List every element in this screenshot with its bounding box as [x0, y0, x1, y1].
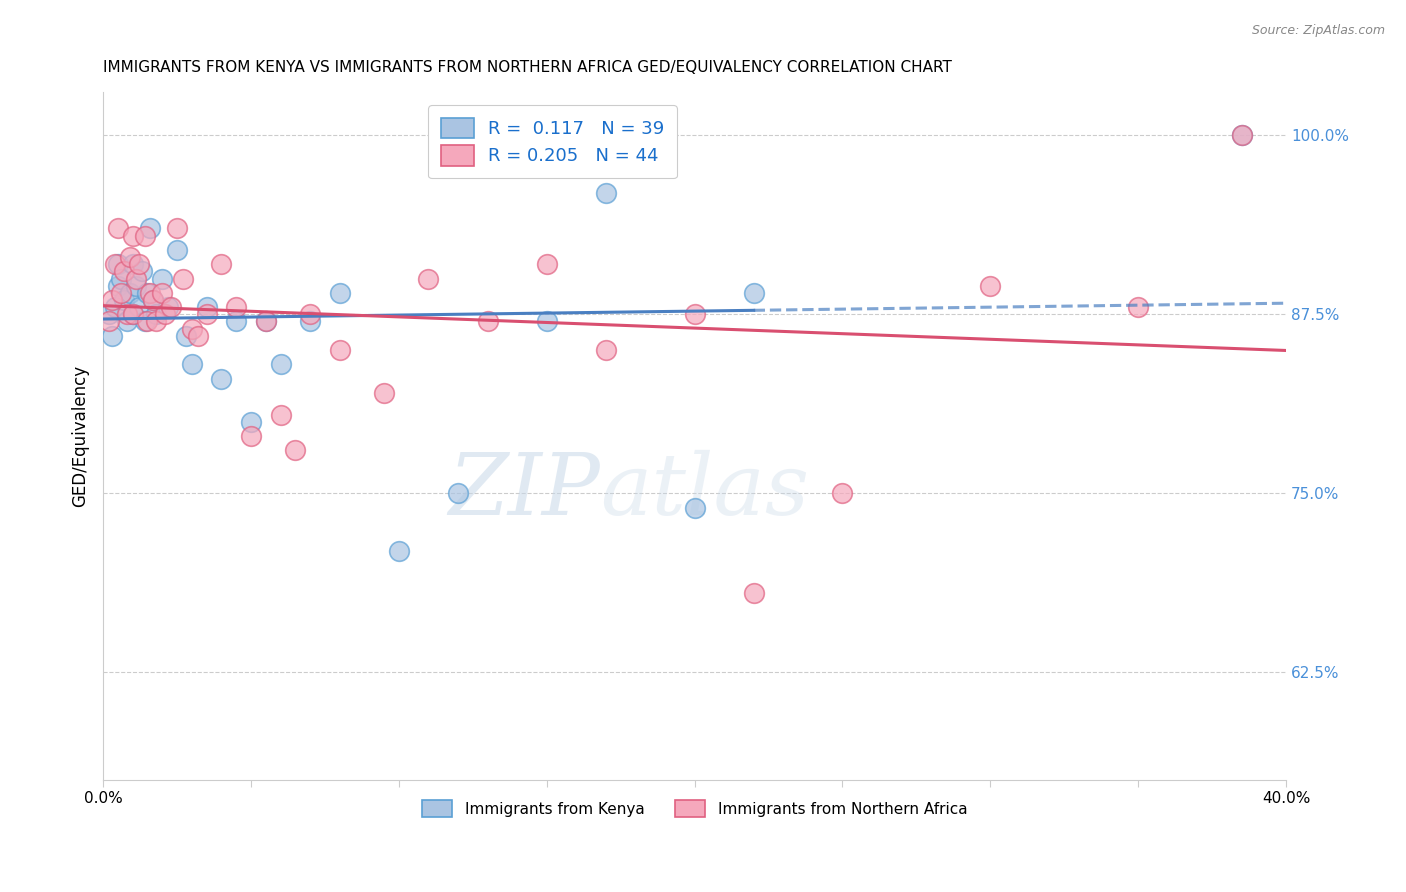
Point: [136, 314, 159, 328]
Point: [110, 271, 132, 285]
Point: [831, 486, 853, 500]
Point: [142, 293, 165, 307]
Point: [118, 285, 141, 300]
Point: [299, 314, 322, 328]
Point: [172, 271, 194, 285]
Point: [112, 264, 135, 278]
Point: [107, 257, 129, 271]
Point: [195, 300, 218, 314]
Point: [110, 285, 132, 300]
Point: [595, 343, 617, 358]
Point: [418, 271, 440, 285]
Point: [104, 300, 127, 314]
Point: [101, 293, 124, 307]
Point: [121, 307, 143, 321]
Point: [595, 186, 617, 200]
Text: IMMIGRANTS FROM KENYA VS IMMIGRANTS FROM NORTHERN AFRICA GED/EQUIVALENCY CORRELA: IMMIGRANTS FROM KENYA VS IMMIGRANTS FROM…: [103, 60, 952, 75]
Point: [388, 543, 411, 558]
Point: [118, 250, 141, 264]
Point: [145, 314, 167, 328]
Point: [139, 285, 162, 300]
Point: [121, 257, 143, 271]
Point: [160, 300, 183, 314]
Point: [128, 300, 150, 314]
Text: atlas: atlas: [600, 450, 808, 533]
Point: [240, 415, 263, 429]
Point: [270, 358, 292, 372]
Point: [329, 343, 352, 358]
Point: [150, 285, 173, 300]
Point: [145, 307, 167, 321]
Point: [447, 486, 470, 500]
Point: [225, 300, 247, 314]
Point: [150, 271, 173, 285]
Point: [107, 221, 129, 235]
Point: [166, 243, 188, 257]
Point: [536, 314, 558, 328]
Point: [174, 328, 197, 343]
Point: [107, 278, 129, 293]
Point: [254, 314, 277, 328]
Point: [195, 307, 218, 321]
Point: [124, 278, 146, 293]
Point: [134, 228, 156, 243]
Point: [121, 307, 143, 321]
Point: [121, 228, 143, 243]
Point: [979, 278, 1001, 293]
Point: [209, 257, 232, 271]
Point: [112, 293, 135, 307]
Point: [742, 586, 765, 600]
Point: [136, 285, 159, 300]
Point: [104, 257, 127, 271]
Point: [373, 386, 395, 401]
Point: [270, 408, 292, 422]
Point: [1230, 128, 1253, 143]
Point: [139, 221, 162, 235]
Point: [240, 429, 263, 443]
Point: [299, 307, 322, 321]
Point: [187, 328, 209, 343]
Point: [155, 307, 177, 321]
Point: [134, 314, 156, 328]
Point: [101, 328, 124, 343]
Point: [115, 314, 138, 328]
Text: ZIP: ZIP: [449, 450, 600, 533]
Point: [683, 500, 706, 515]
Point: [254, 314, 277, 328]
Point: [131, 264, 153, 278]
Point: [128, 257, 150, 271]
Y-axis label: GED/Equivalency: GED/Equivalency: [72, 365, 89, 507]
Legend: Immigrants from Kenya, Immigrants from Northern Africa: Immigrants from Kenya, Immigrants from N…: [416, 794, 973, 823]
Point: [209, 372, 232, 386]
Point: [98, 314, 121, 328]
Point: [477, 314, 499, 328]
Point: [1230, 128, 1253, 143]
Point: [166, 221, 188, 235]
Point: [115, 307, 138, 321]
Point: [180, 321, 202, 335]
Text: Source: ZipAtlas.com: Source: ZipAtlas.com: [1251, 24, 1385, 37]
Point: [225, 314, 247, 328]
Point: [742, 285, 765, 300]
Point: [142, 293, 165, 307]
Point: [157, 300, 180, 314]
Point: [329, 285, 352, 300]
Point: [536, 257, 558, 271]
Point: [98, 307, 121, 321]
Point: [1126, 300, 1149, 314]
Point: [180, 358, 202, 372]
Point: [124, 271, 146, 285]
Point: [683, 307, 706, 321]
Point: [284, 443, 307, 458]
